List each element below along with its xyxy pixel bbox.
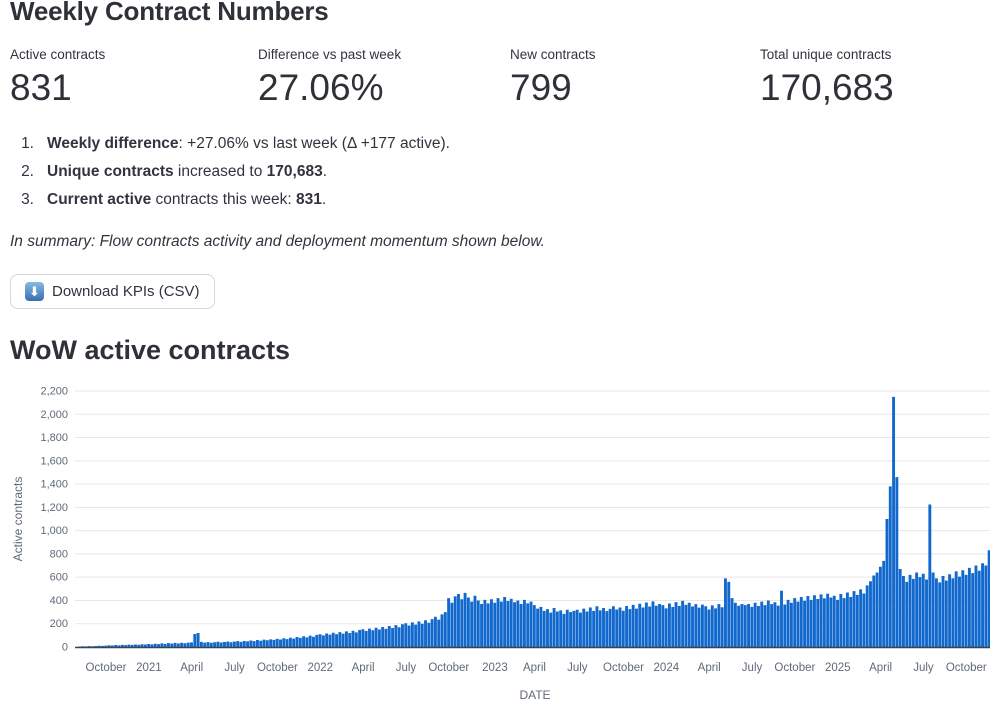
bars-group [78,396,990,647]
y-tick-label: 1,400 [40,478,68,490]
bars-series [78,396,990,647]
y-tick-label: 200 [50,618,68,630]
x-tick-label: 2021 [136,662,162,674]
gridlines [75,390,990,625]
wow-active-contracts-chart: 0 200 400 600 800 1,000 1,200 1,400 1,600 1,800 2,… [11,385,990,702]
x-tick-label: July [567,662,588,674]
insight-text: Weekly difference: +27.06% vs last week … [47,134,450,152]
y-tick-label: 0 [62,641,68,653]
kpi-value: 27.06% [258,67,384,108]
y-tick-label: 600 [50,572,68,584]
insight-number: 1. [21,134,34,152]
x-tick-label: April [180,662,203,674]
y-tick-label: 1,800 [40,432,68,444]
x-tick-label: October [428,662,469,674]
y-tick-label: 1,600 [40,455,68,467]
x-tick-label: April [869,662,892,674]
y-tick-label: 2,000 [40,409,68,421]
kpi-label: Total unique contracts [760,47,892,62]
x-tick-label: October [946,662,987,674]
x-tick-label: April [698,662,721,674]
y-axis-tick-labels: 0 200 400 600 800 1,000 1,200 1,400 1,600 1,800 2,… [40,385,68,653]
insight-item: 2. Unique contracts increased to 170,683. [10,162,990,182]
x-tick-label: October [774,662,815,674]
insight-text: Unique contracts increased to 170,683. [47,162,328,180]
kpi-total-unique: Total unique contracts 170,683 [760,47,990,108]
x-tick-label: April [352,662,375,674]
y-tick-label: 1,200 [40,502,68,514]
kpi-new-contracts: New contracts 799 [510,47,760,108]
insight-text: Current active contracts this week: 831. [47,190,327,208]
insight-number: 2. [21,162,34,180]
insights-list: 1. Weekly difference: +27.06% vs last wee… [10,134,990,210]
kpi-value: 799 [510,67,572,108]
download-kpis-label: Download KPIs (CSV) [52,282,200,300]
x-tick-label: 2024 [654,662,680,674]
x-tick-label: October [603,662,644,674]
kpi-value: 831 [10,67,72,108]
x-tick-label: 2025 [825,662,851,674]
insight-item: 3. Current active contracts this week: 83… [10,190,990,210]
insight-item: 1. Weekly difference: +27.06% vs last wee… [10,134,990,154]
page-title: Weekly Contract Numbers [10,0,329,26]
x-axis-tick-labels: October 2021 April July October 2022 April July… [86,662,987,674]
y-tick-label: 2,200 [40,385,68,397]
y-tick-label: 1,000 [40,525,68,537]
kpi-value: 170,683 [760,67,894,108]
y-tick-label: 800 [50,548,68,560]
x-tick-label: 2023 [482,662,508,674]
y-axis-title: Active contracts [11,476,25,561]
x-tick-label: October [257,662,298,674]
x-tick-label: April [523,662,546,674]
kpi-row: Active contracts 831 Difference vs past … [10,47,990,108]
x-tick-label: July [224,662,245,674]
insight-number: 3. [21,190,34,208]
download-kpis-button[interactable]: ⬇ Download KPIs (CSV) [10,273,215,309]
chart-section-title: WoW active contracts [10,334,291,365]
kpi-label: Active contracts [10,47,106,62]
x-tick-label: July [913,662,934,674]
x-tick-label: July [742,662,763,674]
kpi-label: Difference vs past week [258,47,402,62]
kpi-active-contracts: Active contracts 831 [10,47,258,108]
kpi-difference: Difference vs past week 27.06% [258,47,510,108]
download-icon: ⬇ [25,281,44,301]
x-tick-label: July [396,662,417,674]
y-tick-label: 400 [50,595,68,607]
summary-text: In summary: Flow contracts activity and … [10,232,545,250]
kpi-label: New contracts [510,47,596,62]
x-tick-label: 2022 [307,662,333,674]
x-axis-title: DATE [519,688,550,702]
x-tick-label: October [86,662,127,674]
